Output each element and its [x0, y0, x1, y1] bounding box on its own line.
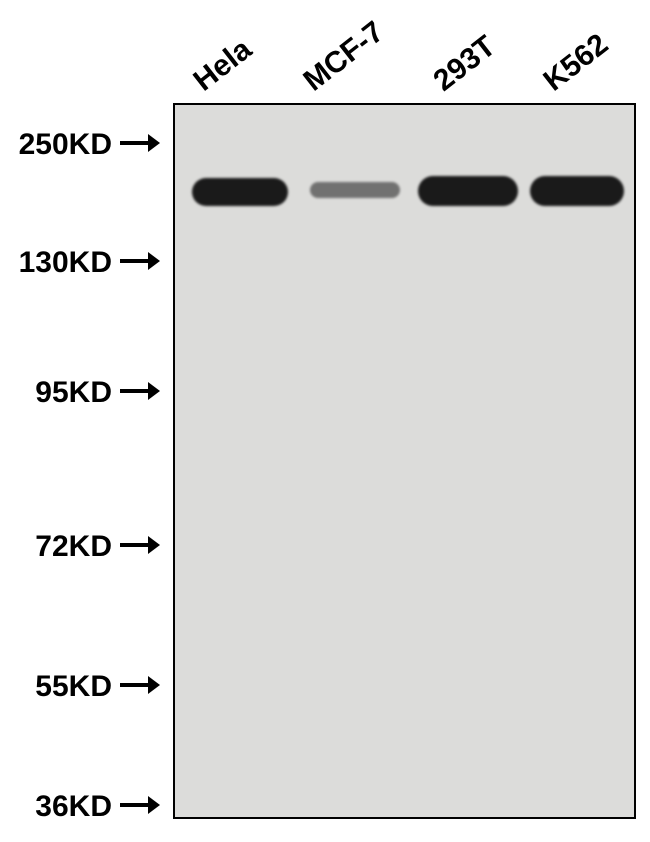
blot-membrane-panel	[173, 103, 636, 819]
protein-band	[192, 178, 288, 206]
lane-label: 293T	[428, 29, 503, 98]
molecular-weight-marker-label: 55KD	[35, 670, 112, 704]
molecular-weight-marker-label: 95KD	[35, 376, 112, 410]
marker-arrow-icon	[120, 536, 160, 554]
lane-label: K562	[538, 27, 615, 98]
protein-band	[418, 176, 518, 206]
protein-band	[530, 176, 624, 206]
molecular-weight-marker-label: 72KD	[35, 530, 112, 564]
lane-label: Hela	[188, 33, 259, 99]
molecular-weight-marker-label: 130KD	[19, 246, 112, 280]
marker-arrow-icon	[120, 252, 160, 270]
protein-band	[310, 182, 400, 198]
western-blot-figure: Hela MCF-7 293T K562 250KD 130KD 95KD 72KD 55KD…	[0, 0, 650, 842]
marker-arrow-icon	[120, 676, 160, 694]
marker-arrow-icon	[120, 382, 160, 400]
marker-arrow-icon	[120, 796, 160, 814]
lane-label: MCF-7	[298, 15, 391, 98]
marker-arrow-icon	[120, 134, 160, 152]
molecular-weight-marker-label: 250KD	[19, 128, 112, 162]
molecular-weight-marker-label: 36KD	[35, 790, 112, 824]
